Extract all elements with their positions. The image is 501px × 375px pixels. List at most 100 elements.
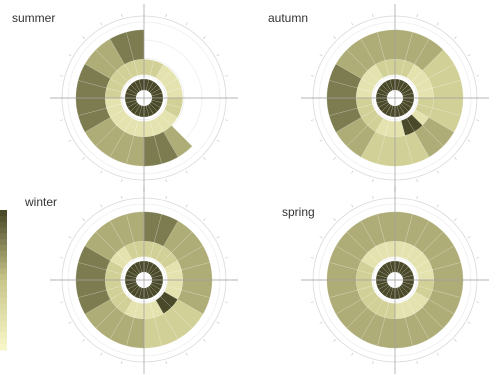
angular-tick [59,119,63,121]
heat-cell [376,88,389,97]
heat-cell [130,103,141,115]
angular-tick [416,13,418,17]
angular-tick [476,119,480,121]
angular-tick [165,195,167,199]
heat-cell [361,70,379,87]
heat-cell [361,252,379,269]
heat-cell [400,84,412,95]
colorbar-segment [0,344,7,351]
heat-cell [384,302,396,320]
colorbar-segment [0,280,7,287]
angular-tick [310,257,314,259]
heat-cell [134,104,143,117]
heat-cell [147,103,158,115]
heat-cell [357,78,376,93]
angular-tick [476,257,480,259]
heat-cell [133,302,145,320]
angular-tick [372,13,374,17]
angular-tick [351,22,354,26]
heat-cell [357,260,376,275]
angular-tick [351,204,354,208]
angular-tick [100,22,103,26]
heat-cell [376,99,389,108]
heat-cell [147,263,158,275]
heat-cell [385,79,394,92]
heat-cell [375,117,390,136]
heat-cell [355,269,373,281]
heat-cell [149,266,161,277]
angular-tick [333,157,336,160]
panel-autumn: autumn [268,4,489,192]
colorbar [0,210,7,351]
angular-tick [225,301,229,303]
angular-tick [467,139,471,142]
angular-tick [82,36,85,39]
angular-tick [165,13,167,17]
heat-cell [125,99,138,108]
angular-tick [121,361,123,365]
angular-tick [436,22,439,26]
angular-tick [333,339,336,342]
heat-cell [401,270,414,279]
angular-tick [476,301,480,303]
heat-cell [134,261,143,274]
heat-cell [133,120,145,138]
colorbar-segment [0,297,7,304]
angular-tick [333,36,336,39]
colorbar-segment [0,210,7,217]
heat-cell [396,286,405,299]
heat-cell [381,263,392,275]
angular-tick [68,54,72,57]
heat-cell [398,103,409,115]
colorbar-segment [0,262,7,269]
polar-plot-autumn [301,4,489,192]
heat-cell [147,285,158,297]
colorbar-segment [0,245,7,252]
colorbar-segment [0,227,7,234]
colorbar-segment [0,215,7,223]
heat-cell [376,270,389,279]
angular-tick [436,352,439,356]
angular-tick [454,218,457,221]
heat-cell [155,246,172,264]
heat-cell [417,97,435,109]
heat-cell [394,240,406,258]
heat-cell [125,88,138,97]
heat-cell [127,283,139,294]
angular-tick [476,75,480,77]
angular-tick [59,257,63,259]
colorbar-segment [0,303,7,310]
heat-cell [411,291,429,308]
angular-tick [82,157,85,160]
heat-cell [398,285,409,297]
heat-cell [145,261,154,274]
angular-tick [319,236,323,239]
colorbar-segment [0,291,7,298]
angular-tick [82,218,85,221]
heat-cell [143,240,155,258]
angular-tick [185,352,188,356]
colorbar-segment [0,256,7,263]
angular-tick [372,179,374,183]
heat-cell [145,104,154,117]
angular-tick [467,321,471,324]
angular-tick [454,36,457,39]
colorbar-segment [0,268,7,275]
angular-tick [100,170,103,174]
angular-tick [121,179,123,183]
angular-tick [467,236,471,239]
panel-title-winter: winter [24,195,57,209]
heat-cell [166,279,184,291]
heat-cell [143,58,155,76]
colorbar-segment [0,285,7,293]
angular-tick [68,321,72,324]
panel-summer: summer [12,4,238,192]
heat-cell [385,261,394,274]
angular-tick [436,204,439,208]
heat-cell [378,101,390,112]
heat-cell [116,114,133,132]
heat-cell [355,87,373,99]
colorbar-segment [0,320,7,328]
heat-cell [166,97,184,109]
